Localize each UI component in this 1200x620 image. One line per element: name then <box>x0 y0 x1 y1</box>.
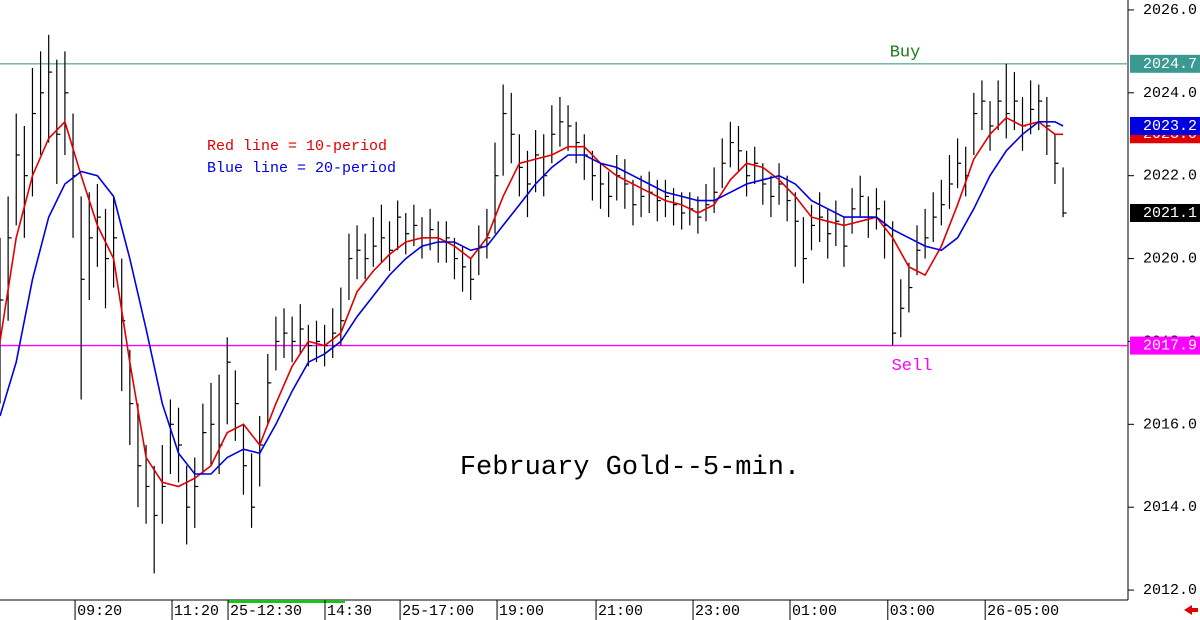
moving-average <box>0 116 1064 488</box>
x-tick-label: 23:00 <box>695 603 740 620</box>
x-tick-label: 14:30 <box>327 603 372 620</box>
x-tick-label: 21:00 <box>598 603 643 620</box>
x-tick-label: 19:00 <box>499 603 544 620</box>
price-box <box>1130 116 1200 135</box>
x-tick-label: 09:20 <box>77 603 122 620</box>
x-tick-label: 25-12:30 <box>230 603 302 620</box>
y-tick-label: 2016.0 <box>1143 416 1197 433</box>
level-text: Sell <box>892 357 933 376</box>
y-tick-label: 2014.0 <box>1143 499 1197 516</box>
price-box-label: 2021.1 <box>1143 205 1197 222</box>
x-tick-label: 11:20 <box>174 603 219 620</box>
y-tick-label: 2020.0 <box>1143 251 1197 268</box>
moving-average <box>0 121 1064 475</box>
y-tick-label: 2024.0 <box>1143 85 1197 102</box>
x-tick-label: 26-05:00 <box>987 603 1059 620</box>
x-tick-label: 25-17:00 <box>402 603 474 620</box>
session-marker <box>228 600 345 603</box>
x-tick-label: 03:00 <box>890 603 935 620</box>
price-box <box>1130 54 1200 73</box>
level-text: Buy <box>890 43 921 62</box>
y-tick-label: 2022.0 <box>1143 168 1197 185</box>
annotation: Red line = 10-period <box>207 138 387 155</box>
scroll-arrow[interactable] <box>1184 605 1198 615</box>
x-tick-label: 01:00 <box>792 603 837 620</box>
chart-title: February Gold--5-min. <box>460 453 800 483</box>
y-tick-label: 2012.0 <box>1143 582 1197 599</box>
price-box <box>1130 336 1200 355</box>
price-box-label: 2017.9 <box>1143 338 1197 355</box>
price-box <box>1130 203 1200 222</box>
y-tick-label: 2026.0 <box>1143 2 1197 19</box>
annotation: Blue line = 20-period <box>207 160 396 177</box>
price-box-label: 2023.2 <box>1143 118 1197 135</box>
price-box-label: 2024.7 <box>1143 56 1197 73</box>
